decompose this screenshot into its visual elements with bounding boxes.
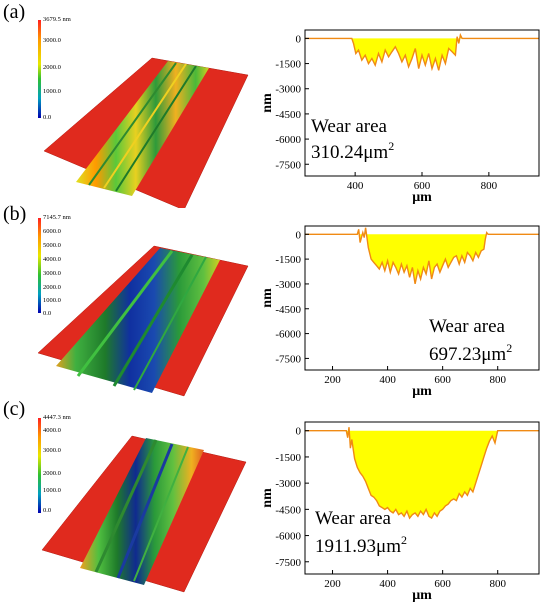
wear-area-value: 1911.93μm2 [315, 533, 407, 557]
colorbar-max-label-b: 7145.7 nm [43, 214, 71, 221]
y-tick-label: -1500 [275, 452, 301, 464]
y-tick-label: 0 [296, 229, 302, 241]
x-tick-label: 200 [324, 578, 341, 590]
profile-line [305, 227, 539, 285]
y-tick-label: -3000 [275, 478, 301, 490]
colorbar-label-b-6: 0.0 [43, 310, 51, 317]
colorbar-label-c-4: 0.0 [43, 507, 51, 514]
plot-frame [304, 421, 540, 575]
colorbar-label-a-3: 0.0 [43, 114, 51, 121]
wear-track-c [80, 438, 204, 585]
height-map-a: 3679.5 nm 3000.0 2000.0 1000.0 0.0 [38, 16, 249, 208]
colorbar-b [38, 218, 41, 313]
wear-area-fill [305, 35, 539, 71]
colorbar-a [38, 20, 41, 118]
x-axis-label: μm [412, 190, 432, 205]
y-tick-label: -7500 [275, 557, 301, 569]
height-map-c: 4447.3 nm 4000.0 3000.0 2000.0 1000.0 0.… [38, 414, 247, 593]
y-axis-label: nm [263, 488, 275, 508]
colorbar-label-c-2: 2000.0 [43, 470, 61, 477]
colorbar-label-b-5: 1000.0 [43, 297, 61, 304]
plot-frame [304, 225, 540, 371]
x-tick-label: 400 [379, 578, 396, 590]
x-axis-label: μm [412, 588, 432, 603]
height-map-b: 7145.7 nm 6000.0 5000.0 4000.0 3000.0 20… [37, 214, 249, 397]
colorbar-label-a-2: 1000.0 [43, 88, 61, 95]
x-tick-label: 800 [489, 578, 506, 590]
colorbar-max-label-c: 4447.3 nm [43, 414, 71, 421]
y-tick-label: -3000 [275, 279, 301, 291]
panel-label-c: (c) [3, 398, 26, 420]
wear-area-value: 310.24μm2 [311, 139, 394, 163]
x-tick-label: 600 [414, 180, 431, 192]
wear-area-title: Wear area [429, 316, 506, 337]
panel-label-b: (b) [3, 203, 27, 225]
wear-area-number: 697.23μm [429, 344, 506, 365]
colorbar-label-c-0: 4000.0 [43, 427, 61, 434]
x-tick-label: 400 [347, 180, 364, 192]
profile-line [305, 32, 539, 72]
colorbar-label-c-1: 3000.0 [43, 447, 61, 454]
x-tick-label: 800 [489, 374, 506, 386]
y-tick-label: -3000 [275, 84, 301, 96]
colorbar-label-a-1: 2000.0 [43, 64, 61, 71]
wear-profile-chart-b: 0 -1500 -3000 -4500 -6000 -7500 200 400 600 800 μm… [263, 225, 540, 399]
y-tick-label: -4500 [275, 504, 301, 516]
y-tick-label: -7500 [275, 353, 301, 365]
x-tick-label: 600 [434, 578, 451, 590]
x-tick-label: 800 [481, 180, 498, 192]
wear-area-title: Wear area [315, 508, 392, 529]
wear-area-unit-superscript: 2 [506, 341, 512, 355]
wear-area-number: 310.24μm [311, 142, 388, 163]
wear-area-title: Wear area [311, 116, 388, 137]
colorbar-label-b-1: 5000.0 [43, 242, 61, 249]
panel-label-a: (a) [3, 1, 26, 23]
wear-area-number: 1911.93μm [315, 536, 401, 557]
colorbar-label-b-2: 4000.0 [43, 256, 61, 263]
wear-area-fill [305, 427, 539, 519]
y-tick-label: -7500 [275, 159, 301, 171]
y-tick-label: -6000 [275, 134, 301, 146]
wear-area-unit-superscript: 2 [388, 139, 394, 153]
y-tick-label: -4500 [275, 109, 301, 121]
wear-area-value: 697.23μm2 [429, 341, 512, 365]
colorbar-max-label-a: 3679.5 nm [43, 16, 71, 23]
colorbar-label-b-4: 2000.0 [43, 284, 61, 291]
x-tick-label: 600 [434, 374, 451, 386]
colorbar-label-b-0: 6000.0 [43, 228, 61, 235]
y-axis-label: nm [263, 93, 275, 113]
y-axis-label: nm [263, 288, 275, 308]
wear-track-b [56, 248, 220, 393]
y-tick-label: -4500 [275, 304, 301, 316]
colorbar-c [38, 418, 41, 513]
x-tick-label: 200 [324, 374, 341, 386]
wear-area-unit-superscript: 2 [401, 533, 407, 547]
wear-area-fill [305, 227, 539, 284]
y-tick-label: 0 [296, 426, 302, 438]
y-tick-label: -1500 [275, 254, 301, 266]
y-tick-label: -6000 [275, 329, 301, 341]
x-axis-label: μm [412, 384, 432, 399]
colorbar-label-a-0: 3000.0 [43, 37, 61, 44]
colorbar-label-b-3: 3000.0 [43, 270, 61, 277]
y-tick-label: -1500 [275, 59, 301, 71]
wear-profile-chart-c: 0 -1500 -3000 -4500 -6000 -7500 200 400 600 800 μm… [263, 421, 540, 603]
profile-line [305, 427, 539, 520]
y-tick-label: 0 [296, 33, 302, 45]
colorbar-label-c-3: 1000.0 [43, 487, 61, 494]
x-tick-label: 400 [379, 374, 396, 386]
wear-profile-chart-a: 0 -1500 -3000 -4500 -6000 -7500 400 600 800 μm nm W… [263, 29, 540, 205]
y-tick-label: -6000 [275, 531, 301, 543]
